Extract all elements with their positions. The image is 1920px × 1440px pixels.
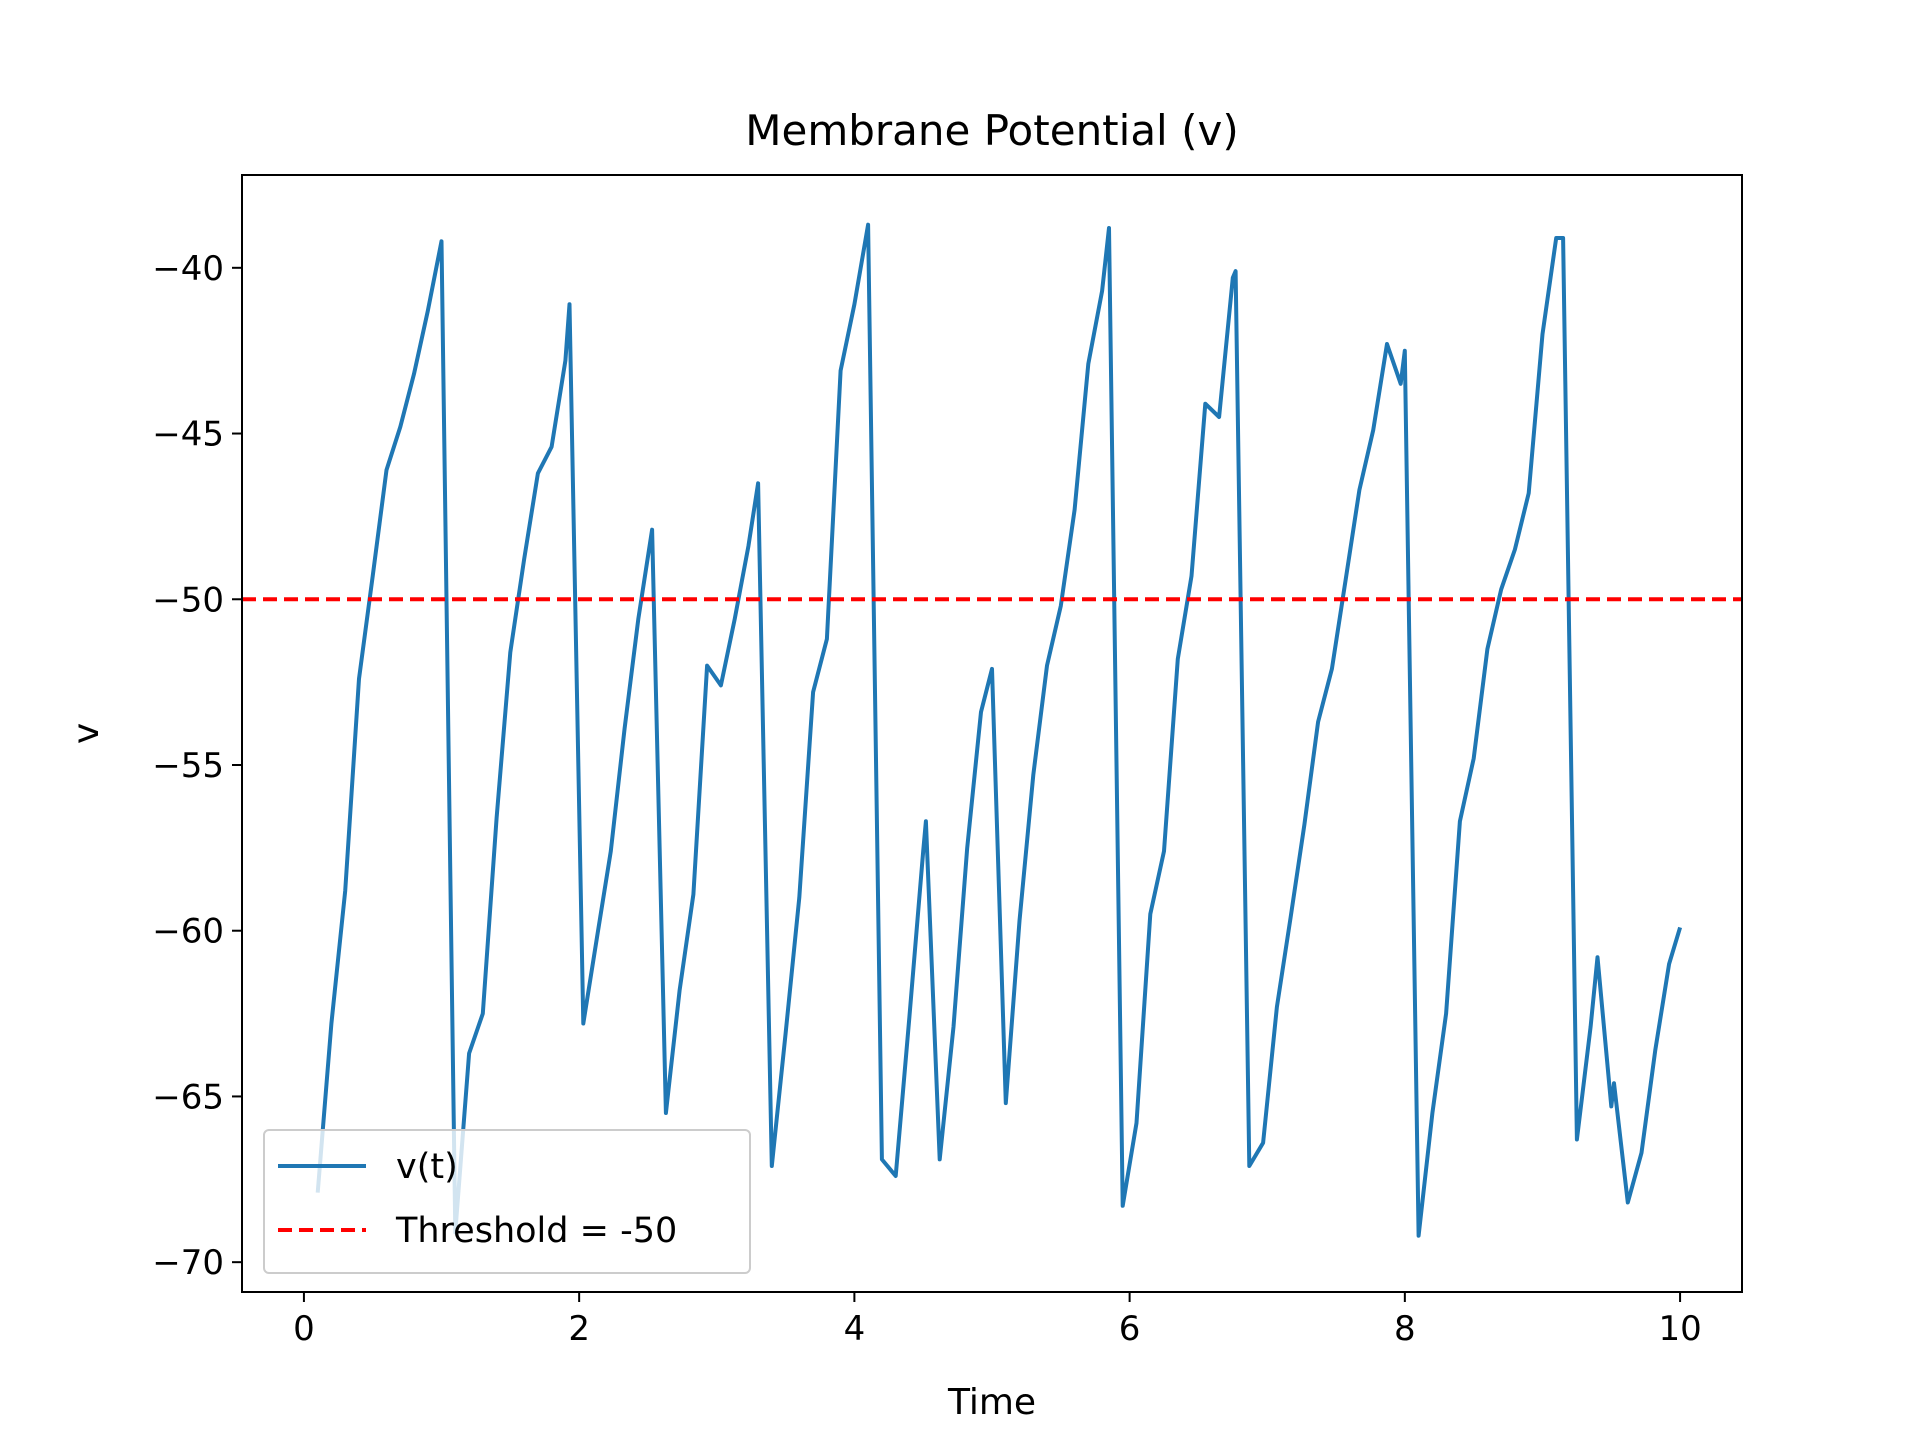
x-axis: 0 2 4 6 8 10 xyxy=(293,1292,1702,1349)
legend-label-v: v(t) xyxy=(396,1147,458,1187)
y-tick-label: −40 xyxy=(152,249,224,289)
legend: v(t) Threshold = -50 xyxy=(263,1129,751,1274)
legend-box xyxy=(263,1129,751,1274)
plot-area xyxy=(242,222,1742,1238)
x-tick-label: 6 xyxy=(1119,1309,1141,1349)
y-tick-label: −55 xyxy=(152,746,224,786)
x-tick-label: 0 xyxy=(293,1309,315,1349)
y-tick-label: −70 xyxy=(152,1243,224,1283)
axes-frame xyxy=(241,174,1743,1293)
series-group xyxy=(242,222,1742,1238)
x-tick-label: 8 xyxy=(1394,1309,1416,1349)
chart-title: Membrane Potential (v) xyxy=(745,106,1238,155)
x-tick-label: 4 xyxy=(844,1309,866,1349)
x-axis-label: Time xyxy=(947,1382,1036,1423)
legend-label-threshold: Threshold = -50 xyxy=(395,1211,677,1251)
series-line-v xyxy=(315,222,1683,1238)
y-axis: −40 −45 −50 −55 −60 −65 −70 xyxy=(152,249,242,1283)
x-tick-label: 2 xyxy=(568,1309,590,1349)
y-axis-label: v xyxy=(66,723,107,744)
x-tick-label: 10 xyxy=(1658,1309,1701,1349)
y-tick-label: −50 xyxy=(152,580,224,620)
y-tick-label: −60 xyxy=(152,912,224,952)
y-tick-label: −65 xyxy=(152,1077,224,1117)
y-tick-label: −45 xyxy=(152,415,224,455)
